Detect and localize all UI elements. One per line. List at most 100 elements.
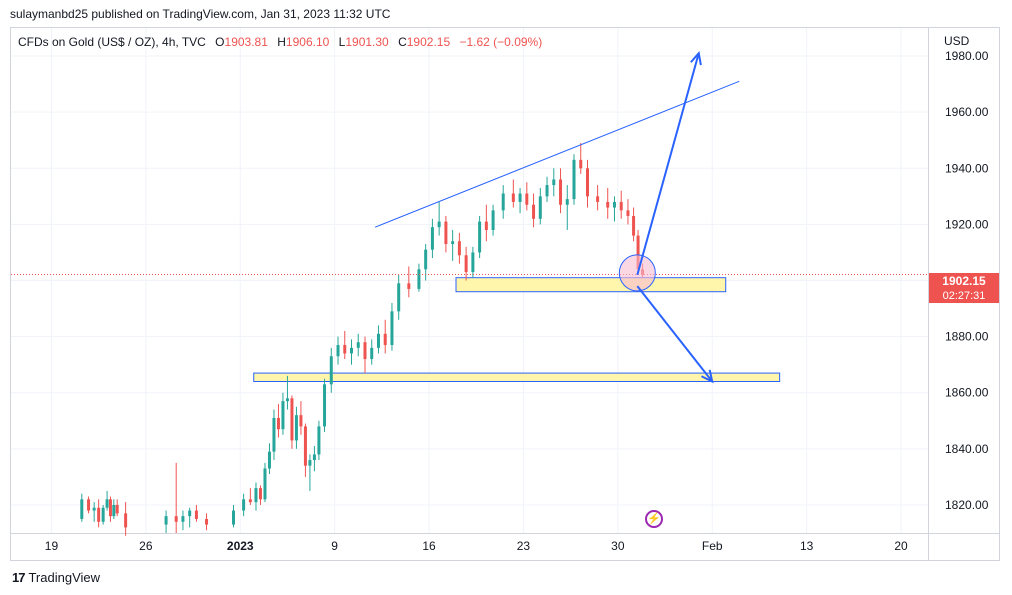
support-zone [253, 372, 781, 383]
legend-change: −1.62 (−0.09%) [459, 35, 543, 49]
candle-body [164, 516, 168, 525]
candle-body [484, 221, 488, 230]
candle-body [80, 499, 84, 519]
x-tick-label: Feb [702, 539, 723, 553]
candle-body [258, 488, 262, 500]
candle-body [112, 504, 116, 517]
candle-body [303, 426, 307, 466]
candle-body [565, 199, 569, 205]
candle-body [511, 193, 515, 202]
flash-event-icon[interactable]: ⚡ [645, 510, 663, 528]
legend-symbol: CFDs on Gold (US$ / OZ), 4h, TVC [18, 35, 206, 49]
bar-countdown: 02:27:31 [942, 290, 986, 302]
x-tick-label: 13 [800, 539, 814, 553]
legend-high: 1906.10 [285, 35, 330, 49]
candle-body [194, 510, 198, 519]
legend-low: 1901.30 [345, 35, 389, 49]
y-tick-label: 1820.00 [945, 498, 989, 512]
candle-body [457, 241, 461, 256]
candle-body [525, 193, 529, 205]
candle-body [97, 507, 101, 522]
candle-body [108, 499, 112, 517]
candle-body [267, 451, 271, 469]
candle-body [232, 510, 236, 525]
candle-body [585, 168, 589, 197]
candle-body [87, 499, 91, 511]
candle-body [343, 345, 347, 354]
x-tick-label: 23 [517, 539, 531, 553]
candle-body [596, 196, 600, 202]
candle-body [424, 249, 428, 270]
candle-body [572, 159, 576, 200]
candle-body [430, 227, 434, 250]
chart-frame [10, 27, 1000, 561]
candle-body [518, 193, 522, 202]
candle-body [397, 283, 401, 312]
x-tick-label: 9 [331, 539, 338, 553]
candle-body [336, 345, 340, 357]
candle-body [105, 499, 109, 508]
candle-body [188, 510, 192, 517]
last-price-tag: 1902.15 02:27:31 [929, 273, 999, 303]
trend-line [374, 80, 740, 228]
candle-body [124, 513, 128, 528]
candle-body [478, 221, 482, 253]
candle-body [101, 507, 105, 522]
candle-body [383, 333, 387, 346]
candle-body [370, 347, 374, 360]
candle-body [606, 201, 610, 208]
candle-body [308, 460, 312, 466]
candle-body [636, 235, 640, 270]
candle-body [115, 504, 119, 514]
projection-down-arrow-head [701, 369, 714, 384]
legend-close-label: C [398, 35, 407, 49]
candle-body [491, 210, 495, 230]
candle-body [312, 454, 316, 461]
y-tick-label: 1880.00 [945, 330, 989, 344]
projection-up-arrow-head [690, 51, 702, 66]
candle-body [501, 193, 505, 211]
candle-body [579, 159, 583, 169]
candle-body [559, 179, 563, 205]
y-tick-label: 1940.00 [945, 161, 989, 175]
candle-body [254, 488, 258, 503]
projection-up-arrow [636, 52, 700, 276]
legend-open-label: O [215, 35, 225, 49]
candle-body [290, 398, 294, 441]
tradingview-logo-icon: 17 [12, 570, 26, 585]
candle-body [545, 185, 549, 197]
x-tick-label: 30 [611, 539, 625, 553]
candle-body [205, 518, 209, 525]
y-tick-label: 1920.00 [945, 217, 989, 231]
candle-body [612, 201, 616, 208]
currency-label[interactable]: USD [944, 34, 970, 48]
candle-body [363, 342, 367, 360]
candle-body [92, 507, 96, 511]
candle-body [390, 311, 394, 346]
candle-body [285, 398, 289, 402]
candle-body [356, 342, 360, 348]
candle-body [538, 196, 542, 219]
candle-body [417, 269, 421, 289]
last-price: 1902.15 [942, 274, 986, 288]
y-tick-label: 1980.00 [945, 49, 989, 63]
tradingview-brand[interactable]: 17 TradingView [12, 570, 100, 585]
candle-body [471, 252, 475, 273]
legend-low-label: L [338, 35, 346, 49]
x-tick-label: 2023 [227, 539, 254, 553]
legend-close: 1902.15 [406, 35, 451, 49]
y-tick-label: 1860.00 [945, 386, 989, 400]
symbol-legend: CFDs on Gold (US$ / OZ), 4h, TVC O1903.8… [18, 35, 542, 49]
candle-body [632, 215, 636, 236]
candle-body [376, 333, 380, 348]
publisher-line: sulaymanbd25 published on TradingView.co… [10, 7, 391, 21]
brand-name: TradingView [28, 570, 101, 585]
candle-body [407, 283, 411, 289]
y-tick-label: 1960.00 [945, 105, 989, 119]
candle-body [242, 499, 246, 511]
candle-body [619, 201, 623, 211]
y-tick-label: 1840.00 [945, 442, 989, 456]
x-tick-label: 20 [894, 539, 908, 553]
candle-body [444, 221, 448, 245]
